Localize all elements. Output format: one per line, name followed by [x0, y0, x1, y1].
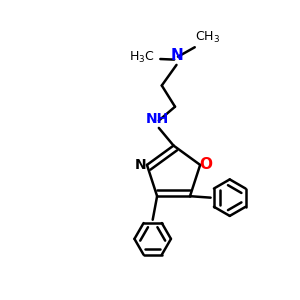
Text: O: O [199, 158, 212, 172]
Text: N: N [170, 47, 183, 62]
Text: H$_3$C: H$_3$C [129, 50, 154, 65]
Text: CH$_3$: CH$_3$ [195, 30, 220, 45]
Text: NH: NH [146, 112, 169, 126]
Text: N: N [135, 158, 146, 172]
